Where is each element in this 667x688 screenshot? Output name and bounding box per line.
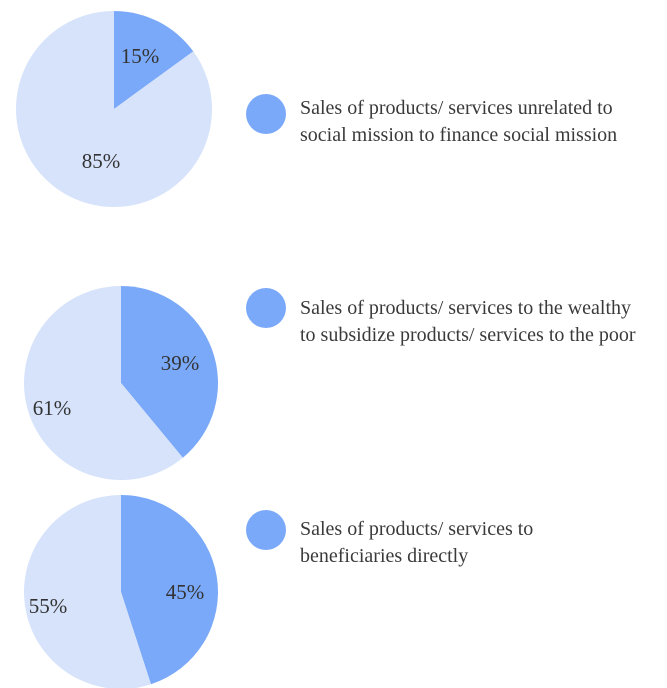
pie-slice-2-1: [121, 286, 218, 458]
pie-chart-2: 39% 61%: [23, 286, 218, 481]
pie-slice-1-1: [114, 11, 194, 109]
pie-slice-2-2: [23, 286, 183, 481]
slice-label-2-2: 61%: [33, 396, 72, 420]
legend-text-3: Sales of products/ services to beneficia…: [300, 518, 534, 567]
legend-text-2: Sales of products/ services to the wealt…: [300, 297, 636, 346]
legend-marker-2: [246, 288, 286, 328]
legend-marker-3: [246, 510, 286, 550]
slice-label-1-1: 15%: [121, 44, 160, 68]
pie-slice-3-1: [121, 495, 218, 685]
pie-slice-1-2: [15, 11, 213, 208]
legend-text-1: Sales of products/ services unrelated to…: [300, 97, 618, 146]
slice-label-3-1: 45%: [166, 580, 205, 604]
pie-chart-1: 15% 85%: [15, 11, 213, 208]
pie-slice-3-2: [24, 495, 151, 688]
slice-label-1-2: 85%: [82, 149, 121, 173]
slice-label-2-1: 39%: [161, 351, 200, 375]
slice-label-3-2: 55%: [29, 594, 68, 618]
pie-chart-3: 45% 55%: [24, 495, 218, 688]
legend-marker-1: [246, 94, 286, 134]
